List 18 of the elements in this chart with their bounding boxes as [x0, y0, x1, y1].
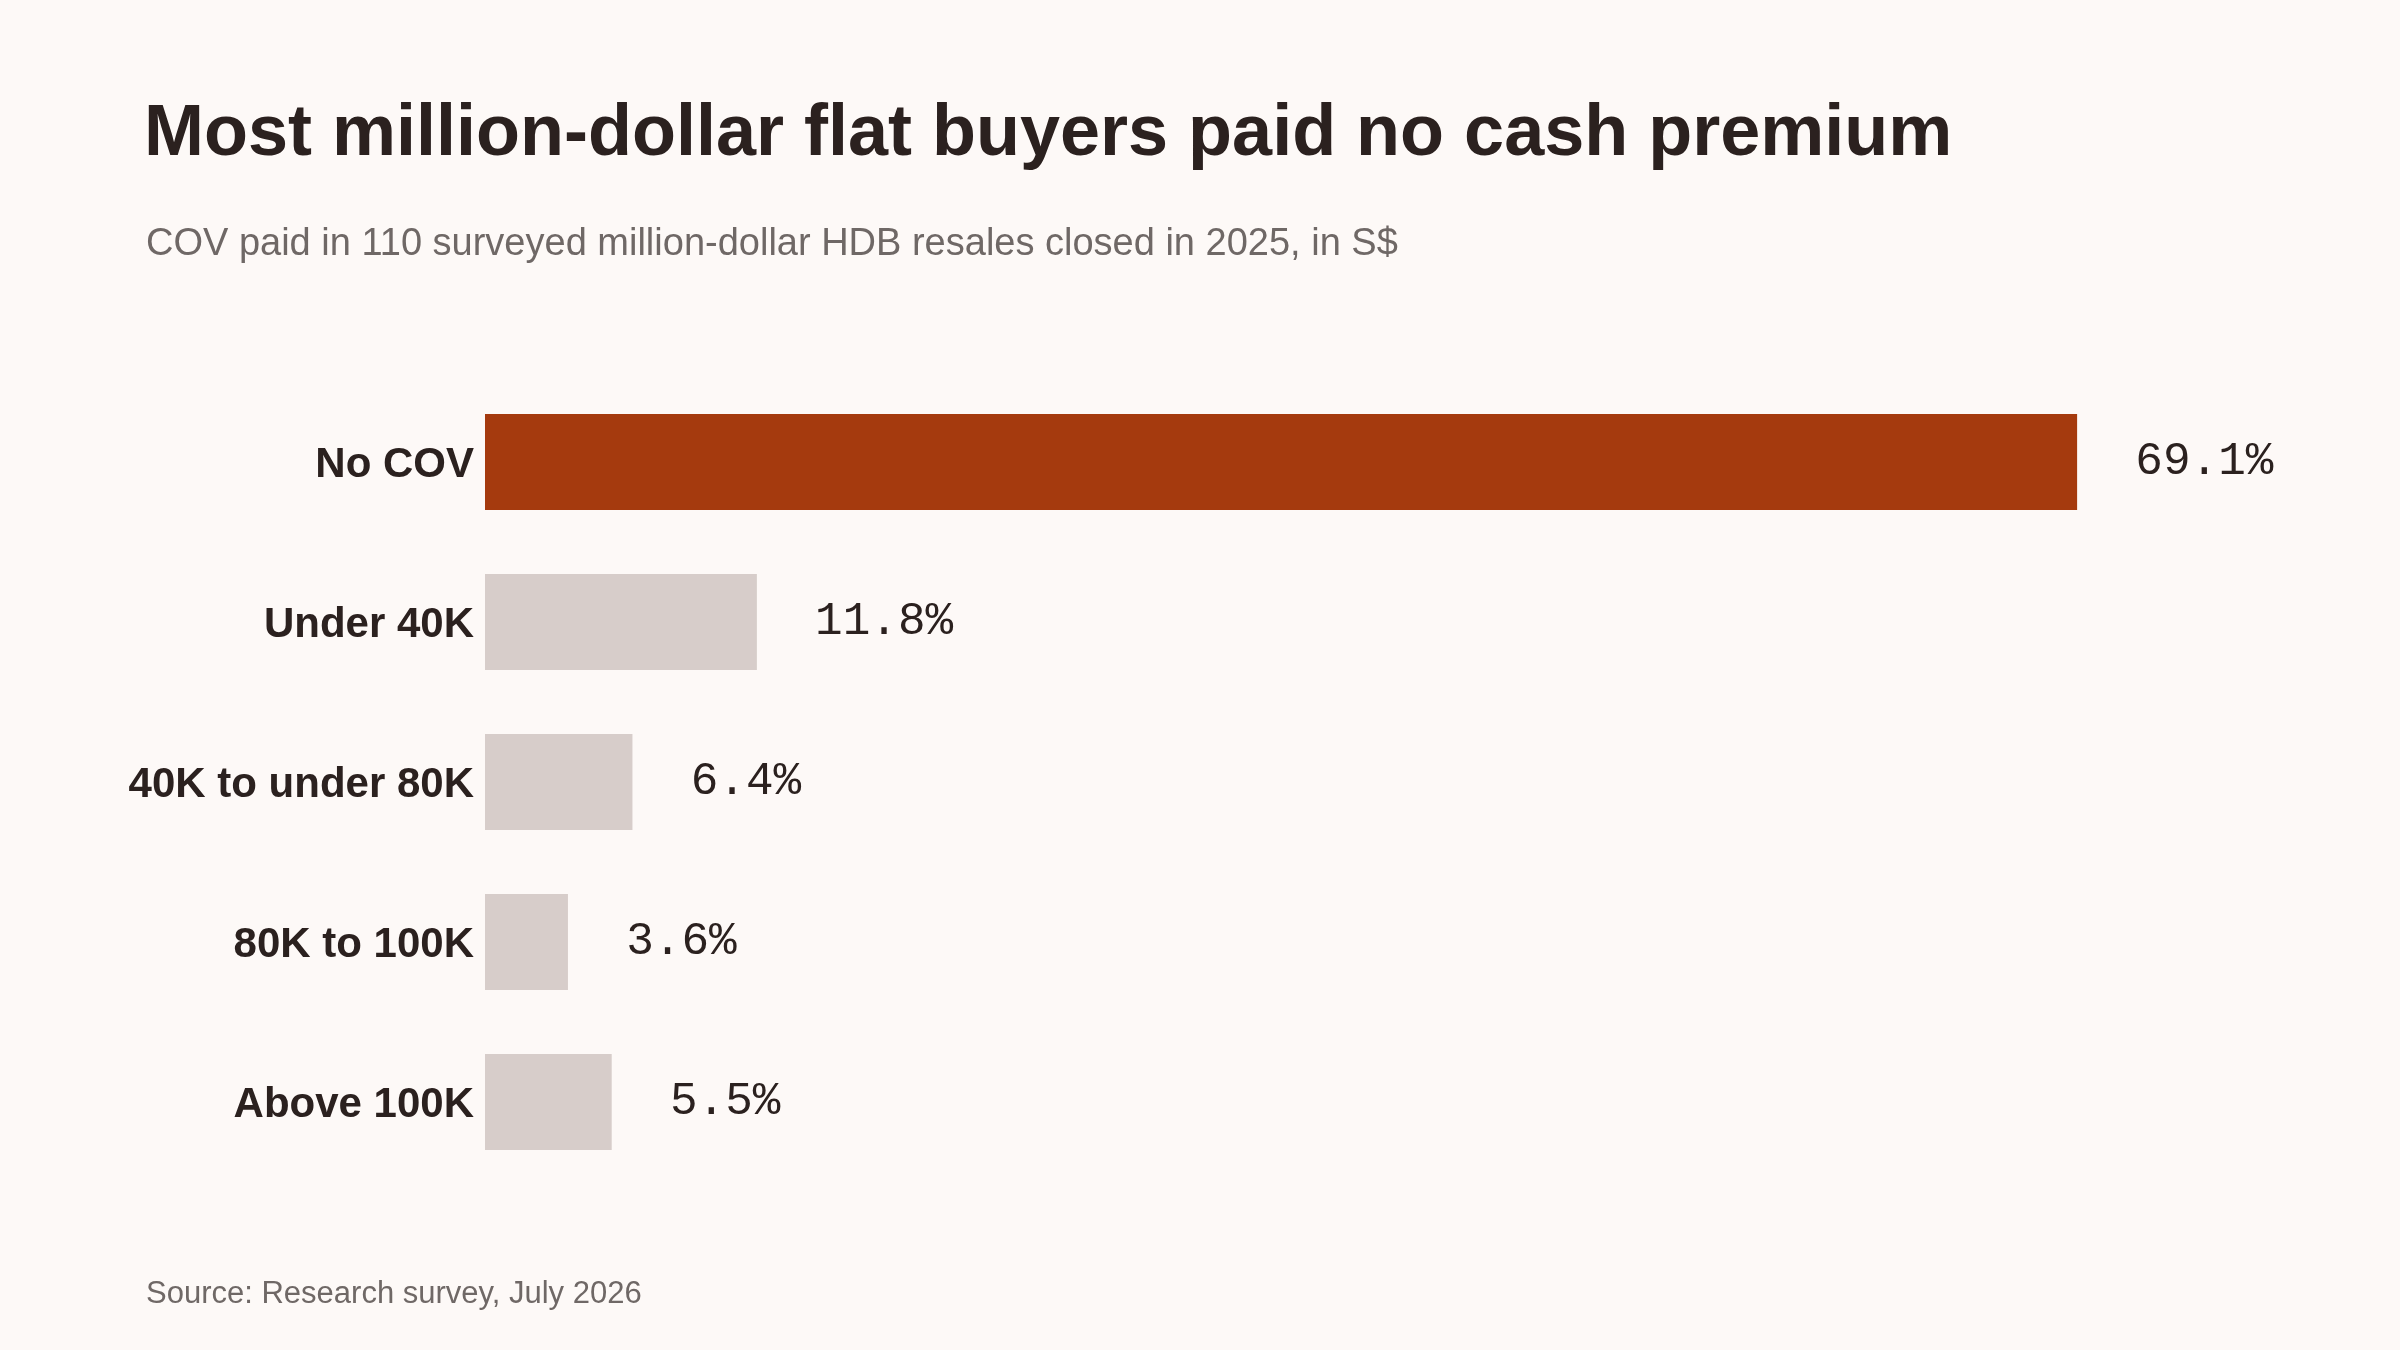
y-tick-label: 40K to under 80K [128, 758, 474, 806]
data-label: 5.5% [614, 1076, 781, 1128]
data-label: 3.6% [570, 916, 737, 968]
source-note: Source: Research survey, July 2026 [146, 1275, 642, 1310]
data-label: 69.1% [2080, 436, 2274, 488]
data-label: 11.8% [759, 596, 954, 648]
chart-title: Most million-dollar flat buyers paid no cash premium [144, 90, 1953, 171]
chart-subtitle: COV paid in 110 surveyed million-dollar HDB resales closed in 2025, in S$ [146, 221, 1398, 263]
y-tick-label: 80K to 100K [233, 918, 474, 966]
bar [485, 894, 568, 990]
bar [485, 414, 2078, 510]
bar [485, 1054, 612, 1150]
bar [485, 574, 757, 670]
data-label: 6.4% [635, 756, 802, 808]
y-tick-label: Above 100K [233, 1078, 474, 1126]
y-tick-label: Under 40K [263, 598, 474, 646]
y-tick-label: No COV [315, 438, 474, 486]
bar [485, 734, 633, 830]
